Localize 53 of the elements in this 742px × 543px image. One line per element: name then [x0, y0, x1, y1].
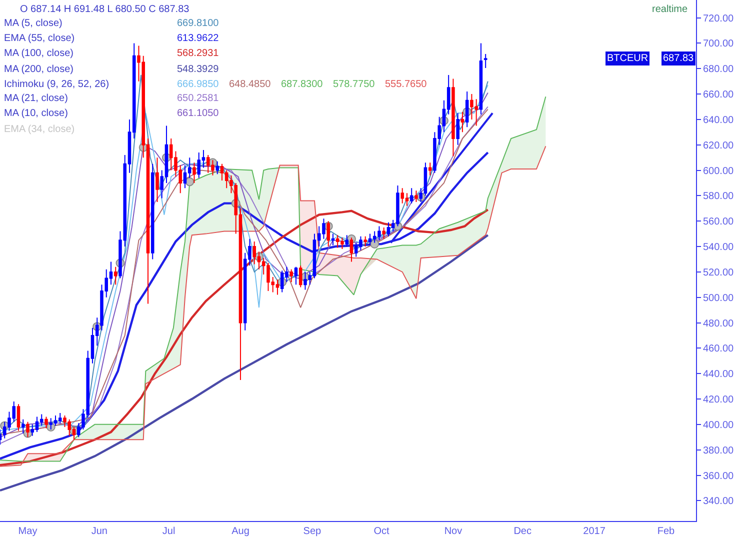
annotation: 548.3929 [177, 64, 220, 75]
y-tick-label: 580.00 [703, 191, 734, 202]
x-tick-label: May [18, 526, 38, 537]
y-tick-label: 720.00 [703, 13, 734, 24]
annotation: 568.2931 [177, 48, 220, 59]
annotation: 650.2581 [177, 93, 220, 104]
x-tick-label: Nov [444, 526, 462, 537]
annotation: MA (10, close) [4, 108, 68, 119]
x-tick-label: Sep [303, 526, 322, 537]
y-tick-label: 400.00 [703, 420, 734, 431]
y-tick-label: 460.00 [703, 344, 734, 355]
annotation: MA (5, close) [4, 18, 62, 29]
annotation: 666.9850 [177, 79, 220, 90]
annotation: 661.1050 [177, 108, 220, 119]
y-tick-label: 440.00 [703, 369, 734, 380]
y-tick-label: 500.00 [703, 292, 734, 304]
annotation: 555.7650 [385, 79, 428, 90]
annotation: MA (200, close) [4, 64, 74, 75]
annotation: BTCEUR [607, 53, 648, 64]
annotation: EMA (55, close) [4, 33, 75, 44]
annotation: 648.4850 [229, 79, 272, 90]
annotation: 669.8100 [177, 18, 220, 29]
annotation: EMA (34, close) [4, 124, 75, 135]
y-tick-label: 640.00 [703, 114, 734, 126]
x-tick-label: 2017 [583, 526, 606, 537]
y-tick-label: 480.00 [703, 318, 734, 330]
y-tick-label: 620.00 [703, 140, 734, 152]
x-tick-label: Oct [374, 526, 390, 537]
x-tick-label: Aug [232, 526, 250, 537]
annotation: 687.83 [663, 53, 694, 64]
y-tick-label: 680.00 [703, 64, 734, 76]
y-tick-label: 420.00 [703, 394, 734, 406]
y-tick-label: 340.00 [703, 496, 734, 508]
annotation: MA (100, close) [4, 48, 74, 59]
annotation: 687.8300 [281, 79, 324, 90]
y-tick-label: 560.00 [703, 216, 734, 228]
x-tick-label: Jul [162, 526, 176, 537]
y-tick-label: 360.00 [703, 470, 734, 482]
y-tick-label: 700.00 [703, 38, 734, 50]
annotation: 613.9622 [177, 33, 220, 44]
annotation: O 687.14 H 691.48 L 680.50 C 687.83 [20, 4, 190, 15]
y-tick-label: 660.00 [703, 90, 734, 101]
x-tick-label: Feb [657, 526, 675, 537]
x-tick-label: Dec [514, 526, 532, 537]
y-tick-label: 600.00 [703, 166, 734, 177]
annotation: realtime [652, 4, 688, 15]
y-tick-label: 520.00 [703, 267, 734, 278]
y-tick-label: 380.00 [703, 445, 734, 456]
annotation: MA (21, close) [4, 93, 68, 104]
y-tick-label: 540.00 [703, 242, 734, 254]
annotation: 578.7750 [333, 79, 376, 90]
x-tick-label: Jun [91, 526, 108, 537]
annotation: Ichimoku (9, 26, 52, 26) [4, 79, 110, 90]
